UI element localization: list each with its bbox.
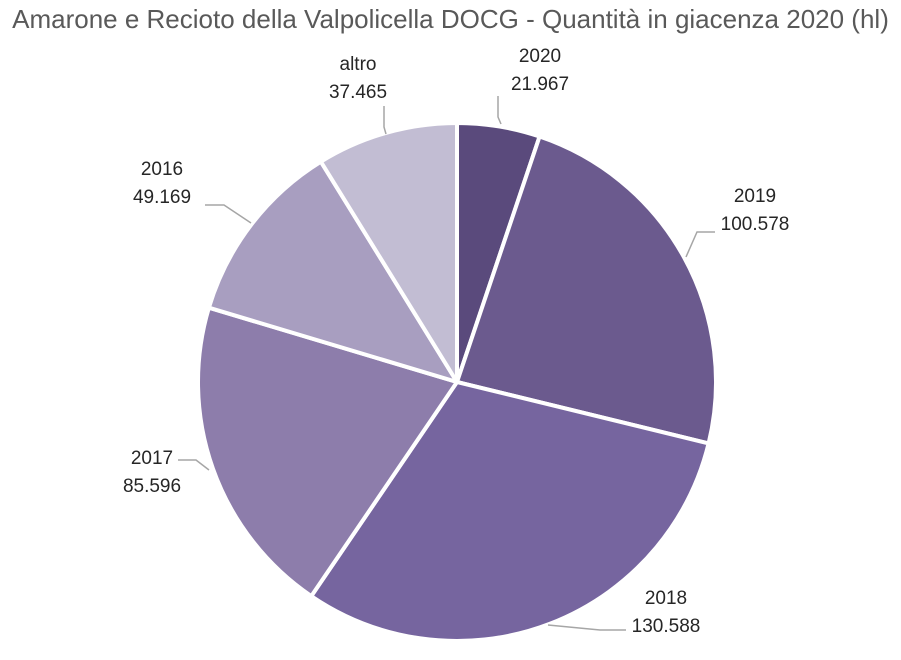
slice-value-altro: 37.465 — [329, 82, 387, 103]
slice-value-2019: 100.578 — [721, 214, 790, 235]
slice-label-2018: 2018 — [645, 588, 687, 609]
slice-value-2018: 130.588 — [632, 616, 701, 637]
slice-value-2020: 21.967 — [511, 74, 569, 95]
slice-value-2017: 85.596 — [123, 476, 181, 497]
leader-line-2016 — [205, 204, 252, 224]
pie-slice-2019 — [455, 134, 718, 446]
slice-label-2017: 2017 — [131, 448, 173, 469]
pie-slice-2018 — [309, 380, 711, 643]
slice-label-2019: 2019 — [734, 186, 776, 207]
pie-slice-2016 — [206, 159, 459, 384]
slice-value-2016: 49.169 — [133, 187, 191, 208]
leader-lines — [178, 96, 715, 631]
pie-slices — [196, 121, 718, 643]
leader-line-2018 — [547, 624, 626, 631]
chart-title: Amarone e Recioto della Valpolicella DOC… — [12, 4, 889, 34]
leader-line-2020 — [497, 96, 502, 125]
slice-label-2020: 2020 — [519, 46, 561, 67]
leader-line-2017 — [178, 459, 210, 471]
slice-label-altro: altro — [340, 54, 377, 75]
slice-label-2016: 2016 — [141, 159, 183, 180]
leader-line-altro — [383, 106, 387, 135]
leader-line-2019 — [685, 231, 715, 258]
data-labels: 2020 21.967 2019 100.578 2018 130.588 2017 85.5… — [123, 46, 789, 637]
pie-slice-2017 — [196, 305, 459, 599]
